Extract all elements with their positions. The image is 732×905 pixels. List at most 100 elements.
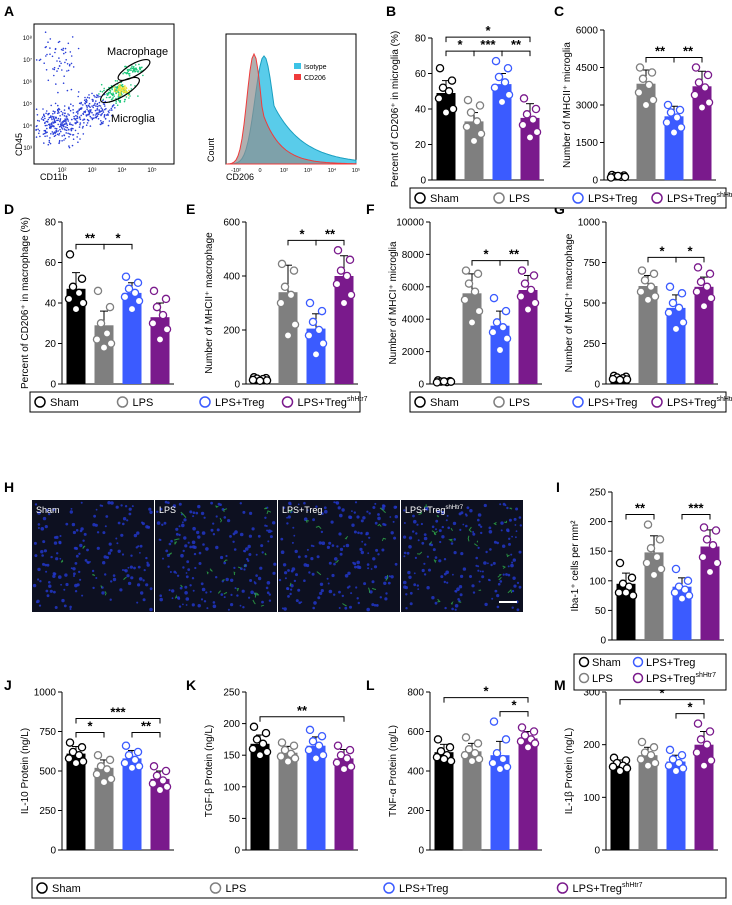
flow-event-dot: [120, 89, 122, 92]
nucleus-dot: [450, 542, 454, 545]
nucleus-dot: [403, 585, 407, 589]
flow-event-dot: [111, 109, 113, 111]
flow-event-dot: [59, 60, 61, 63]
flow-event-dot: [35, 129, 37, 131]
nucleus-dot: [466, 506, 470, 510]
nucleus-dot: [477, 565, 480, 568]
bar-lps: [462, 293, 482, 384]
nucleus-dot: [192, 515, 195, 518]
nucleus-dot: [185, 604, 188, 606]
nucleus-dot: [306, 509, 309, 512]
nucleus-dot: [382, 522, 385, 526]
data-point: [696, 277, 706, 287]
flow-event-dot: [89, 115, 92, 118]
nucleus-dot: [452, 521, 457, 526]
panel-label: B: [386, 3, 396, 19]
microglia-process: [104, 591, 107, 596]
nucleus-dot: [233, 566, 236, 570]
flow-event-dot: [74, 118, 77, 120]
data-point: [148, 319, 158, 328]
nucleus-dot: [73, 572, 76, 576]
microglia-process: [217, 590, 221, 594]
data-point: [252, 735, 262, 744]
nucleus-dot: [72, 530, 76, 535]
flow-event-dot: [63, 75, 65, 77]
y-tick-label: 100: [589, 576, 606, 587]
flow-event-dot: [118, 94, 121, 97]
flow-event-dot: [68, 114, 70, 116]
significance-label: *: [659, 243, 665, 258]
nucleus-dot: [403, 551, 407, 555]
nucleus-dot: [515, 530, 518, 533]
nucleus-dot: [170, 539, 173, 543]
flow-event-dot: [105, 107, 107, 110]
flow-event-dot: [45, 132, 47, 134]
data-point: [74, 288, 84, 298]
flow-event-dot: [61, 140, 63, 142]
flow-x-label: CD11b: [40, 172, 67, 182]
nucleus-dot: [74, 562, 78, 565]
nucleus-dot: [48, 512, 51, 516]
microglia-process: [493, 521, 497, 526]
nucleus-dot: [63, 604, 67, 608]
flow-event-dot: [58, 40, 61, 43]
data-point: [530, 739, 540, 748]
data-point: [643, 761, 653, 770]
flow-event-dot: [42, 108, 44, 110]
nucleus-dot: [104, 525, 107, 528]
flow-event-dot: [52, 110, 55, 112]
nucleus-dot: [339, 552, 343, 556]
data-point: [290, 754, 300, 763]
nucleus-dot: [129, 565, 133, 569]
flow-y-tick-label: 10⁶: [23, 79, 33, 86]
data-point: [155, 785, 165, 795]
y-tick-label: 2000: [402, 347, 425, 358]
data-point: [158, 776, 168, 785]
flow-event-dot: [95, 96, 98, 99]
nucleus-dot: [139, 544, 143, 548]
nucleus-dot: [54, 606, 58, 609]
nucleus-dot: [253, 581, 256, 583]
nucleus-dot: [431, 596, 435, 600]
flow-event-dot: [126, 91, 128, 94]
flow-event-dot: [142, 74, 144, 77]
significance-bracket: [619, 699, 705, 705]
data-point: [433, 735, 443, 744]
nucleus-dot: [268, 593, 271, 596]
flow-event-dot: [55, 83, 57, 85]
flow-event-dot: [85, 115, 88, 117]
flow-event-dot: [66, 115, 68, 118]
nucleus-dot: [75, 529, 79, 532]
nucleus-dot: [477, 518, 480, 522]
flow-event-dot: [92, 100, 94, 102]
nucleus-dot: [361, 540, 364, 543]
flow-event-dot: [65, 126, 67, 128]
nucleus-dot: [92, 523, 96, 527]
flow-event-dot: [45, 55, 47, 57]
y-tick-label: 0: [234, 846, 240, 857]
nucleus-dot: [514, 524, 517, 526]
data-point: [158, 310, 168, 320]
nucleus-dot: [500, 521, 504, 525]
nucleus-dot: [232, 540, 235, 543]
microglia-process: [450, 528, 454, 531]
flow-event-dot: [61, 113, 64, 116]
nucleus-dot: [201, 531, 206, 535]
legend-label-lps: LPS: [133, 397, 154, 409]
nucleus-dot: [292, 526, 295, 529]
nucleus-dot: [403, 535, 407, 539]
nucleus-dot: [146, 563, 150, 567]
data-point: [696, 735, 706, 744]
flow-event-dot: [80, 101, 82, 104]
data-point: [711, 526, 721, 535]
flow-event-dot: [104, 118, 107, 120]
microglia-process: [82, 545, 86, 549]
data-point: [134, 762, 144, 771]
flow-event-dot: [49, 38, 52, 40]
legend-superscript: shHtr7: [716, 192, 732, 199]
nucleus-dot: [227, 608, 230, 611]
microglia-process: [266, 510, 272, 515]
bar-lps: [644, 552, 664, 640]
legend-label-treg: LPS+Treg: [215, 397, 264, 409]
